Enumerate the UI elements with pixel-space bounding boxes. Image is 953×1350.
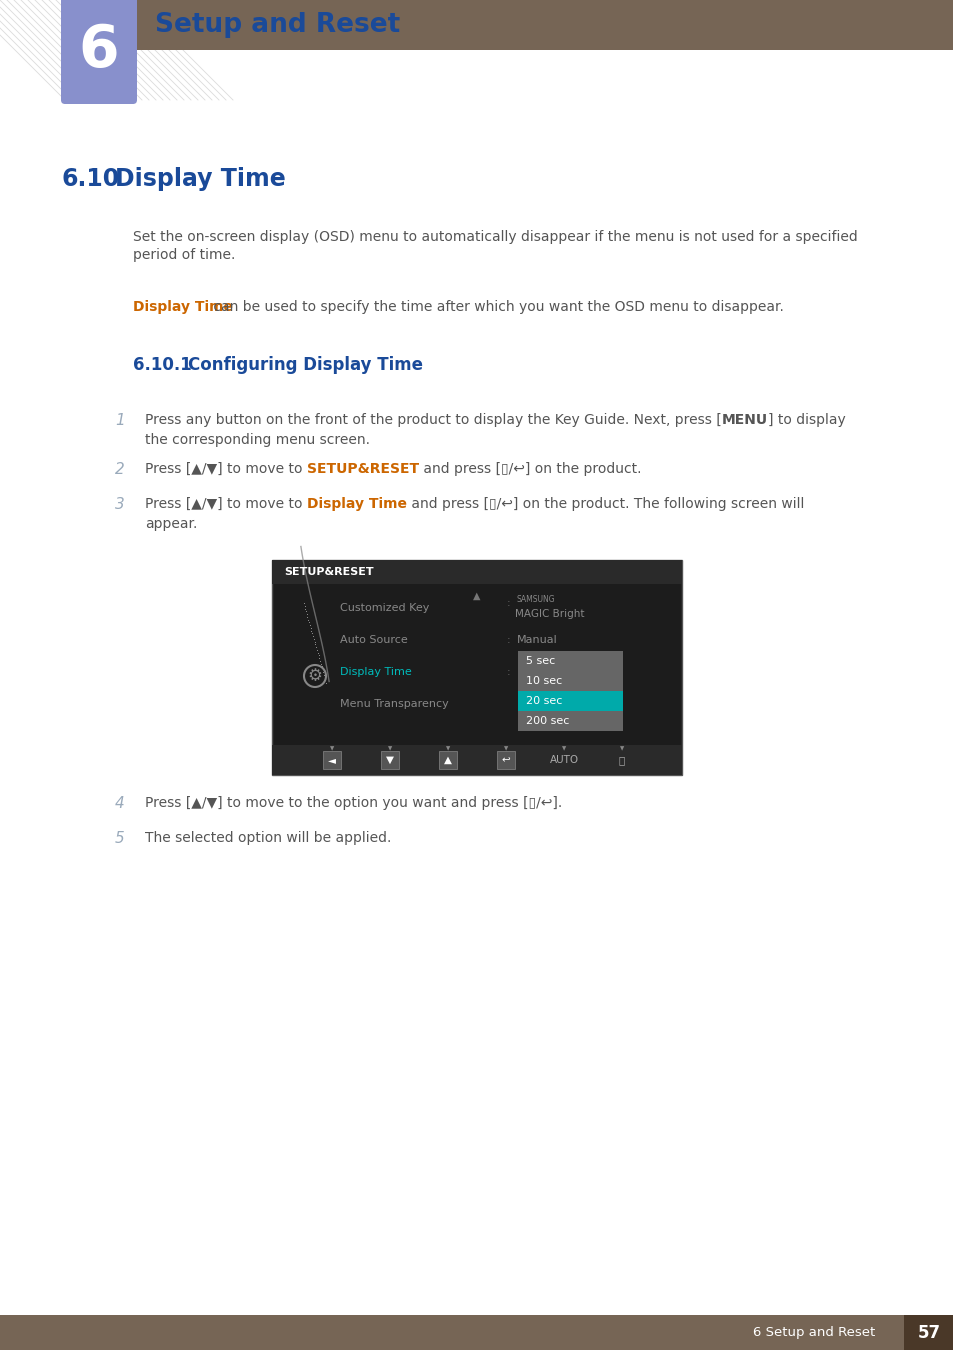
Text: and press [▯/↩] on the product. The following screen will: and press [▯/↩] on the product. The foll…	[406, 497, 803, 512]
Text: MAGIC Bright: MAGIC Bright	[515, 609, 584, 620]
Text: Setup and Reset: Setup and Reset	[154, 12, 400, 38]
Bar	[323, 751, 340, 769]
Bar	[0, 1315, 953, 1350]
Text: SETUP&RESET: SETUP&RESET	[284, 567, 374, 576]
Text: 2: 2	[115, 462, 125, 477]
Text: SAMSUNG: SAMSUNG	[517, 595, 555, 605]
Text: ▲: ▲	[443, 755, 452, 765]
Bar	[380, 751, 398, 769]
Text: Display Time: Display Time	[307, 497, 406, 512]
Text: 6.10.1: 6.10.1	[132, 356, 192, 374]
Text: Configuring Display Time: Configuring Display Time	[188, 356, 422, 374]
Text: 20 sec: 20 sec	[525, 697, 561, 706]
Text: 6.10: 6.10	[62, 167, 120, 190]
Text: can be used to specify the time after which you want the OSD menu to disappear.: can be used to specify the time after wh…	[209, 300, 783, 315]
Text: Menu Transparency: Menu Transparency	[339, 699, 448, 709]
Text: ▼: ▼	[386, 755, 394, 765]
Text: ⏻: ⏻	[618, 755, 624, 765]
Text: appear.: appear.	[145, 517, 197, 531]
Text: 10 sec: 10 sec	[525, 676, 561, 686]
Text: ◄: ◄	[328, 755, 335, 765]
Text: Customized Key: Customized Key	[339, 603, 429, 613]
Text: Display Time: Display Time	[339, 667, 412, 676]
Bar	[517, 691, 622, 711]
Bar	[517, 651, 622, 730]
Text: 3: 3	[115, 497, 125, 512]
Text: and press [▯/↩] on the product.: and press [▯/↩] on the product.	[418, 462, 640, 477]
Text: Press [▲/▼] to move to: Press [▲/▼] to move to	[145, 497, 307, 512]
Text: SETUP&RESET: SETUP&RESET	[307, 462, 418, 477]
Text: Press [▲/▼] to move to: Press [▲/▼] to move to	[145, 462, 307, 477]
Text: Display Time: Display Time	[115, 167, 286, 190]
Text: 6 Setup and Reset: 6 Setup and Reset	[752, 1326, 874, 1339]
Text: Press any button on the front of the product to display the Key Guide. Next, pre: Press any button on the front of the pro…	[145, 413, 721, 427]
Text: :: :	[506, 598, 510, 608]
Text: ▼: ▼	[445, 747, 450, 752]
Text: The selected option will be applied.: The selected option will be applied.	[145, 832, 391, 845]
Text: Press [▲/▼] to move to the option you want and press [▯/↩].: Press [▲/▼] to move to the option you wa…	[145, 796, 561, 810]
Bar	[0, 0, 100, 100]
Bar	[272, 560, 681, 585]
Text: 200 sec: 200 sec	[525, 716, 569, 726]
Bar	[497, 751, 515, 769]
Text: ↩: ↩	[501, 755, 510, 765]
Text: ▼: ▼	[619, 747, 623, 752]
Text: 6: 6	[78, 22, 119, 78]
Text: ▼: ▼	[561, 747, 565, 752]
Bar	[438, 751, 456, 769]
Bar	[100, 0, 953, 50]
Text: ▼: ▼	[503, 747, 508, 752]
Text: :: :	[506, 634, 510, 645]
FancyBboxPatch shape	[61, 0, 137, 104]
Text: Display Time: Display Time	[132, 300, 233, 315]
Text: Set the on-screen display (OSD) menu to automatically disappear if the menu is n: Set the on-screen display (OSD) menu to …	[132, 230, 857, 244]
Text: the corresponding menu screen.: the corresponding menu screen.	[145, 433, 370, 447]
Text: ▲: ▲	[473, 591, 480, 601]
Text: 1: 1	[115, 413, 125, 428]
Text: 4: 4	[115, 796, 125, 811]
Text: Manual: Manual	[517, 634, 558, 645]
Text: 57: 57	[917, 1323, 940, 1342]
Bar	[272, 745, 681, 775]
Text: AUTO: AUTO	[549, 755, 578, 765]
Text: ▼: ▼	[388, 747, 392, 752]
Text: 5 sec: 5 sec	[525, 656, 555, 666]
Text: ] to display: ] to display	[767, 413, 844, 427]
Text: period of time.: period of time.	[132, 248, 235, 262]
Text: ▼: ▼	[330, 747, 334, 752]
Text: 5: 5	[115, 832, 125, 846]
Bar	[272, 560, 681, 775]
Text: :: :	[506, 667, 510, 676]
Text: Auto Source: Auto Source	[339, 634, 407, 645]
Bar	[903, 1315, 953, 1350]
Text: MENU: MENU	[721, 413, 767, 427]
Text: ⚙: ⚙	[307, 667, 322, 684]
